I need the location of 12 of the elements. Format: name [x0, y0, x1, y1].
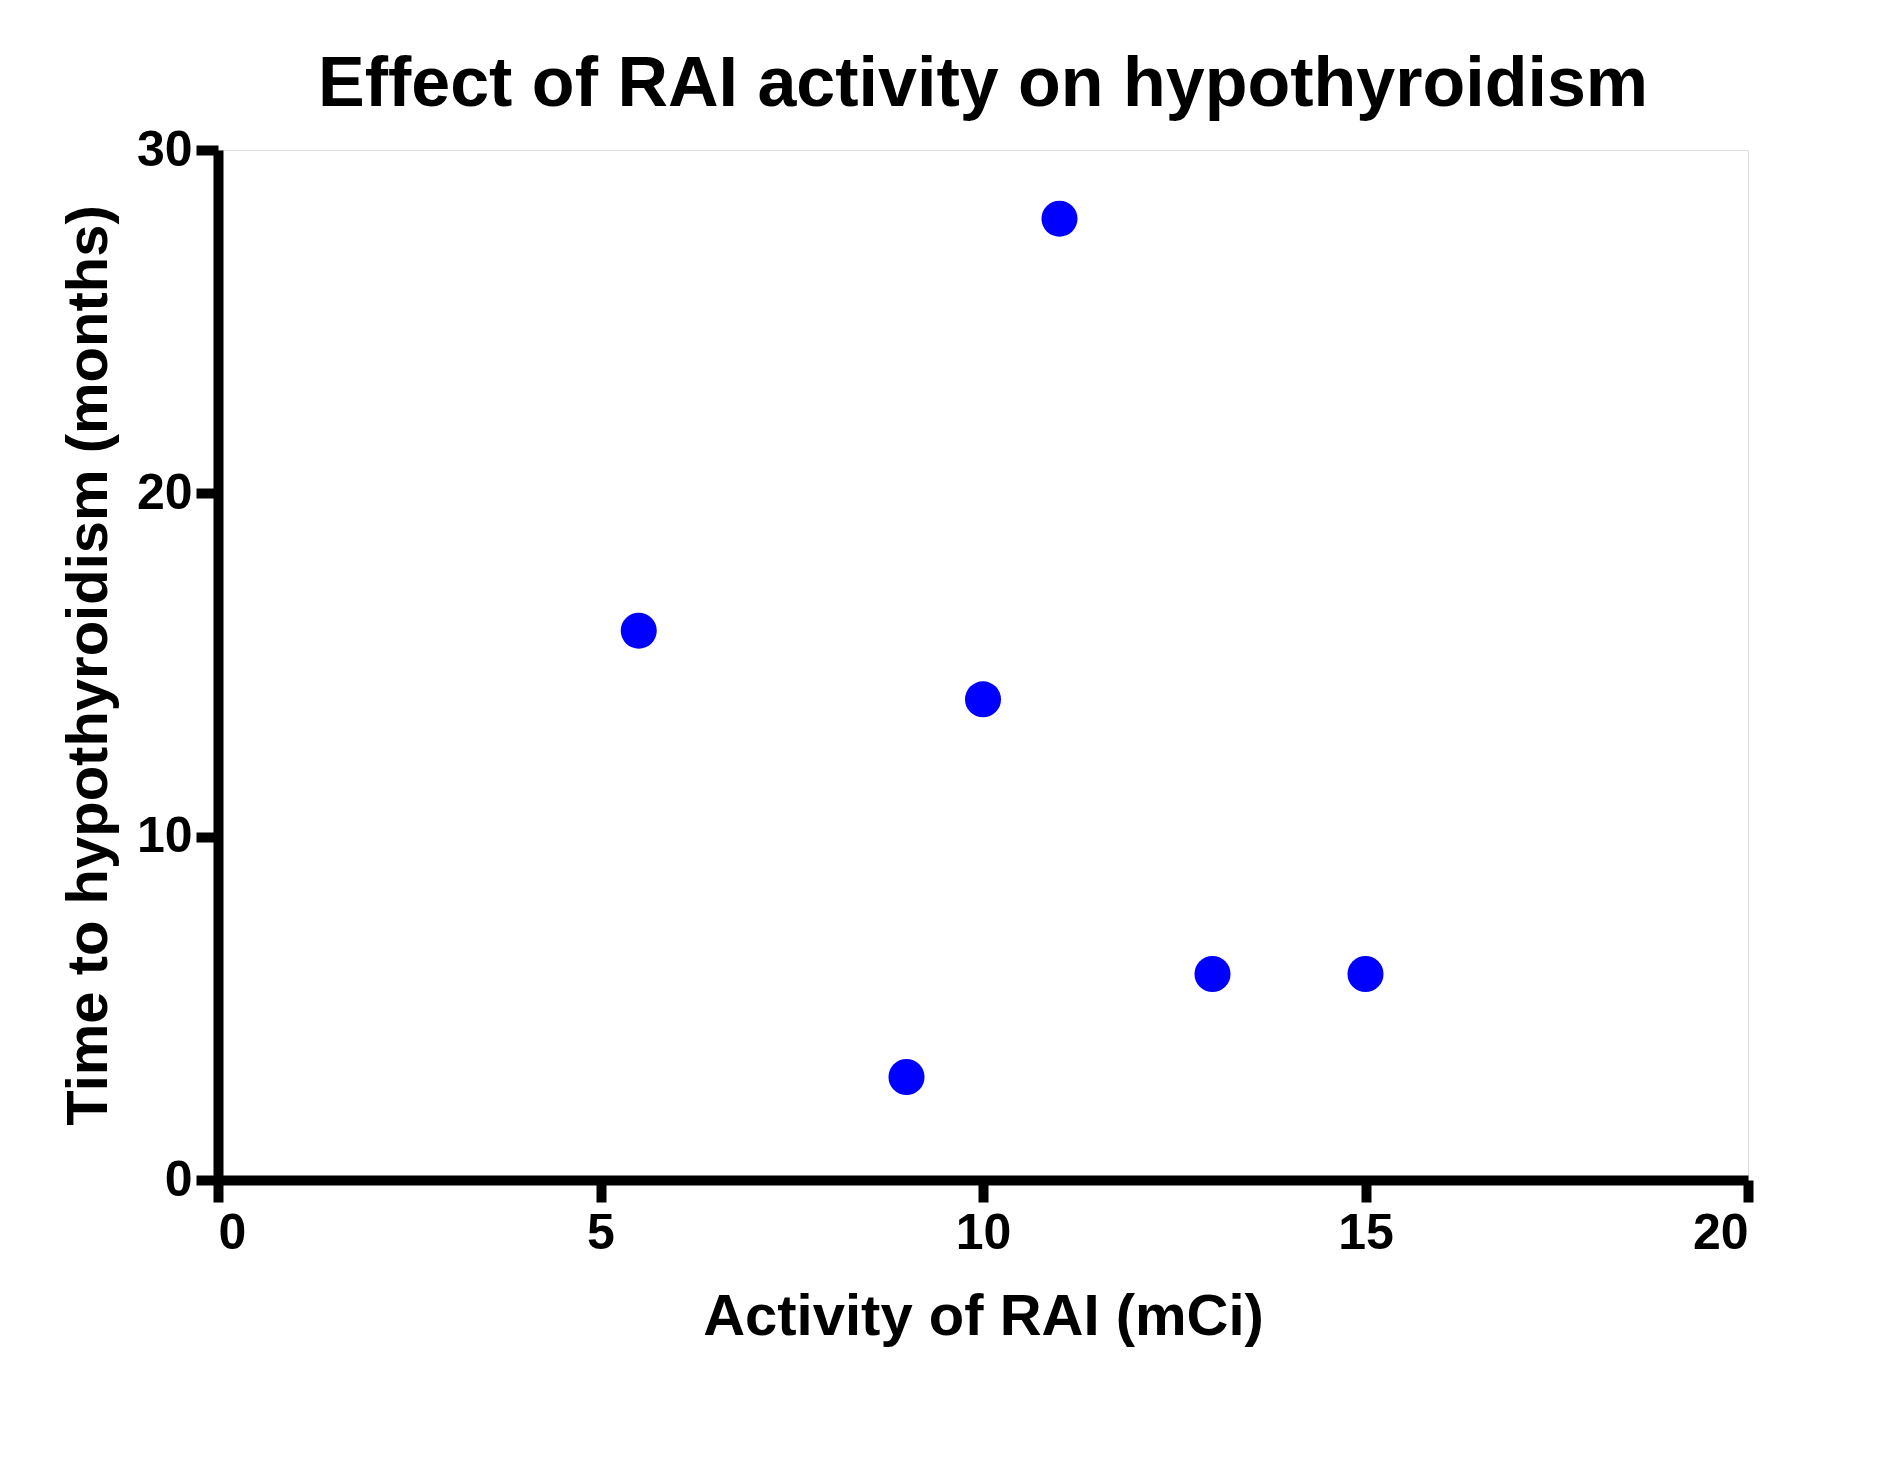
x-tick-label: 10	[955, 1203, 1012, 1260]
y-tick-label: 0	[164, 1150, 193, 1207]
x-tick-label: 20	[1692, 1203, 1749, 1260]
y-tick-label: 10	[136, 807, 193, 864]
x-tick-label: 5	[587, 1203, 615, 1260]
x-tick-label: 0	[218, 1203, 247, 1260]
y-tick-label: 30	[136, 120, 193, 177]
x-tick-label: 15	[1338, 1203, 1394, 1260]
x-axis-title: Activity of RAI (mCi)	[703, 1281, 1264, 1347]
y-axis-title: Time to hypothyroidism (months)	[53, 205, 119, 1126]
chart-title: Effect of RAI activity on hypothyroidism	[317, 43, 1649, 121]
y-tick-label: 20	[136, 463, 193, 520]
